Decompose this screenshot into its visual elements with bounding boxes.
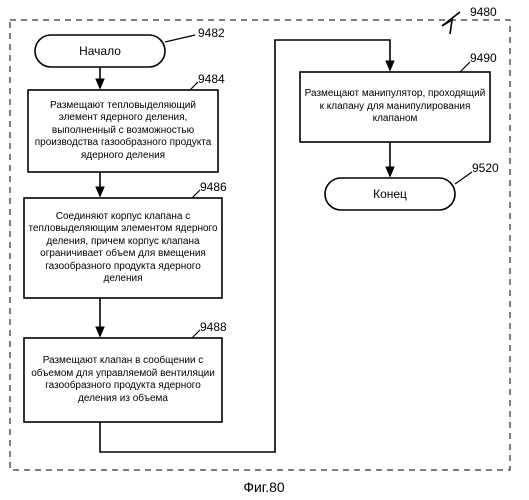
box-9490: Размещают манипулятор, проходящий к клап… xyxy=(300,51,497,142)
end-terminal: Конец 9520 xyxy=(325,161,499,210)
end-label: 9520 xyxy=(472,161,499,175)
box-9486: Соединяют корпус клапана с тепловыделяющ… xyxy=(24,180,227,298)
start-terminal: Начало 9482 xyxy=(35,26,225,67)
box3-text: Размещают клапан в сообщении с объемом д… xyxy=(24,338,222,422)
box-9488: Размещают клапан в сообщении с объемом д… xyxy=(24,320,227,422)
ref-arrow-label: 9480 xyxy=(470,5,497,19)
box1-label: 9484 xyxy=(198,72,225,86)
box3-label: 9488 xyxy=(200,320,227,334)
figure-label: Фиг.80 xyxy=(243,479,285,495)
start-text: Начало xyxy=(35,35,165,67)
box-9484: Размещают тепловыделяющий элемент ядерно… xyxy=(28,72,225,172)
box2-text: Соединяют корпус клапана с тепловыделяющ… xyxy=(24,198,222,298)
box1-text: Размещают тепловыделяющий элемент ядерно… xyxy=(28,90,218,172)
box2-label: 9486 xyxy=(200,180,227,194)
end-text: Конец xyxy=(325,178,455,210)
box4-label: 9490 xyxy=(470,51,497,65)
start-label: 9482 xyxy=(198,26,225,40)
ref-arrow xyxy=(442,12,460,34)
box4-text: Размещают манипулятор, проходящий к клап… xyxy=(300,72,490,142)
flowchart: 9480 Начало 9482 Размещают тепловыделяющ… xyxy=(0,0,529,500)
